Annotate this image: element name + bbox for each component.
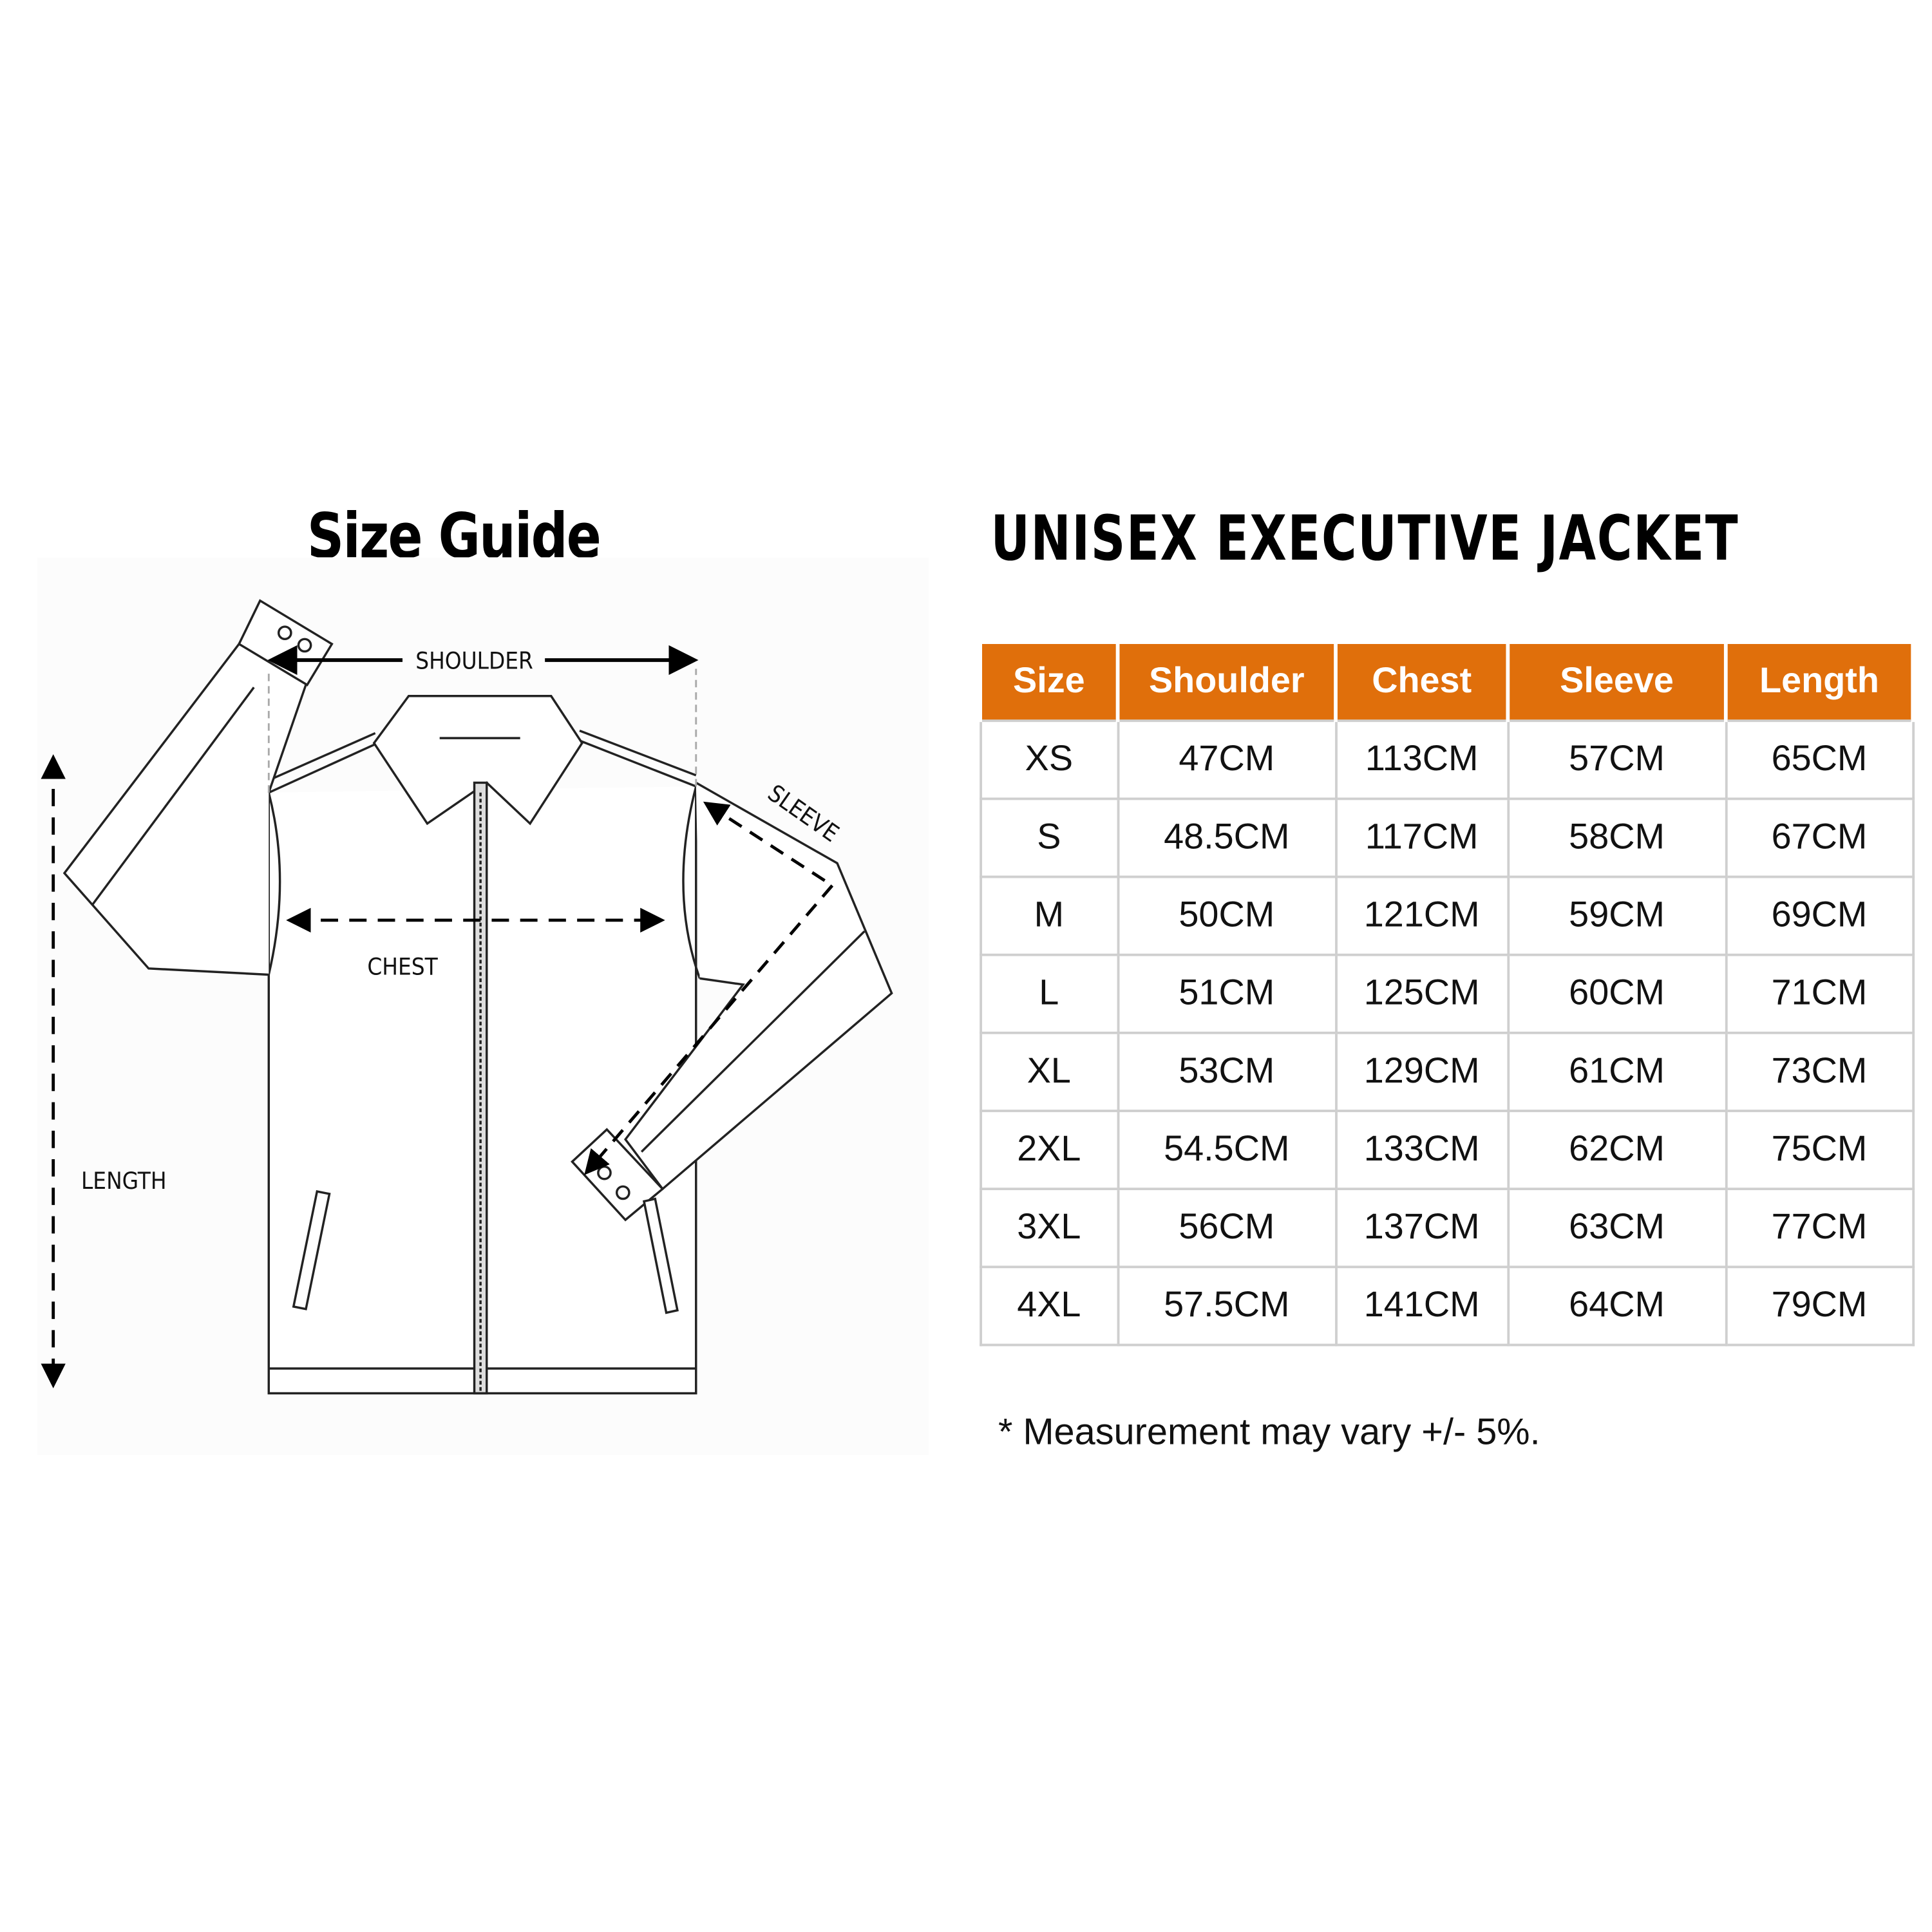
table-row: 4XL 57.5CM 141CM 64CM 79CM [979, 1265, 1915, 1347]
cell-size: 3XL [979, 1188, 1119, 1269]
shoulder-label: SHOULDER [415, 647, 533, 674]
cell-length: 69CM [1724, 875, 1915, 956]
table-row: M 50CM 121CM 59CM 69CM [979, 875, 1915, 956]
cell-chest: 137CM [1334, 1188, 1510, 1269]
table-row: L 51CM 125CM 60CM 71CM [979, 953, 1915, 1034]
cell-chest: 133CM [1334, 1110, 1510, 1191]
cell-length: 71CM [1724, 953, 1915, 1034]
cell-shoulder: 57.5CM [1116, 1265, 1337, 1347]
cell-shoulder: 48.5CM [1116, 797, 1337, 878]
cell-shoulder: 47CM [1116, 719, 1337, 800]
cell-sleeve: 62CM [1506, 1110, 1727, 1191]
table-row: 2XL 54.5CM 133CM 62CM 75CM [979, 1110, 1915, 1191]
cell-length: 65CM [1724, 719, 1915, 800]
column-header-length: Length [1723, 644, 1915, 721]
column-header-chest: Chest [1334, 644, 1510, 721]
sleeve-arrow-lower [584, 884, 834, 1175]
cell-chest: 141CM [1334, 1265, 1510, 1347]
cell-sleeve: 63CM [1506, 1188, 1727, 1269]
measurement-footnote: * Measurement may vary +/- 5%. [998, 1412, 1540, 1453]
cell-chest: 121CM [1334, 875, 1510, 956]
cell-length: 77CM [1724, 1188, 1915, 1269]
cell-sleeve: 60CM [1506, 953, 1727, 1034]
table-row: XS 47CM 113CM 57CM 65CM [979, 719, 1915, 800]
cell-sleeve: 59CM [1506, 875, 1727, 956]
product-title: UNISEX EXECUTIVE JACKET [990, 502, 1739, 575]
cell-shoulder: 56CM [1116, 1188, 1337, 1269]
cell-sleeve: 64CM [1506, 1265, 1727, 1347]
cell-shoulder: 54.5CM [1116, 1110, 1337, 1191]
size-chart-table: Size Shoulder Chest Sleeve Length XS 47CM… [978, 644, 1915, 1347]
cell-length: 79CM [1724, 1265, 1915, 1347]
cell-sleeve: 61CM [1506, 1031, 1727, 1112]
jacket-measurement-diagram: SHOULDER CHEST LENGTH SLEEVE [37, 557, 929, 1455]
cell-size: L [979, 953, 1119, 1034]
cell-length: 75CM [1724, 1110, 1915, 1191]
cell-shoulder: 50CM [1116, 875, 1337, 956]
cell-length: 73CM [1724, 1031, 1915, 1112]
cell-size: XL [979, 1031, 1119, 1112]
column-header-sleeve: Sleeve [1506, 644, 1728, 721]
table-row: 3XL 56CM 137CM 63CM 77CM [979, 1188, 1915, 1269]
cell-size: 2XL [979, 1110, 1119, 1191]
table-row: XL 53CM 129CM 61CM 73CM [979, 1031, 1915, 1112]
cell-shoulder: 53CM [1116, 1031, 1337, 1112]
table-header-row: Size Shoulder Chest Sleeve Length [978, 644, 1915, 721]
cell-chest: 117CM [1334, 797, 1510, 878]
column-header-size: Size [978, 644, 1120, 721]
cell-shoulder: 51CM [1116, 953, 1337, 1034]
cell-chest: 129CM [1334, 1031, 1510, 1112]
cell-sleeve: 58CM [1506, 797, 1727, 878]
column-header-shoulder: Shoulder [1115, 644, 1338, 721]
cell-size: XS [979, 719, 1119, 800]
cell-sleeve: 57CM [1506, 719, 1727, 800]
cell-chest: 113CM [1334, 719, 1510, 800]
cell-size: S [979, 797, 1119, 878]
length-label: LENGTH [81, 1167, 167, 1195]
cell-size: M [979, 875, 1119, 956]
table-row: S 48.5CM 117CM 58CM 67CM [979, 797, 1915, 878]
cell-length: 67CM [1724, 797, 1915, 878]
cell-chest: 125CM [1334, 953, 1510, 1034]
cell-size: 4XL [979, 1265, 1119, 1347]
chest-label: CHEST [367, 952, 438, 980]
